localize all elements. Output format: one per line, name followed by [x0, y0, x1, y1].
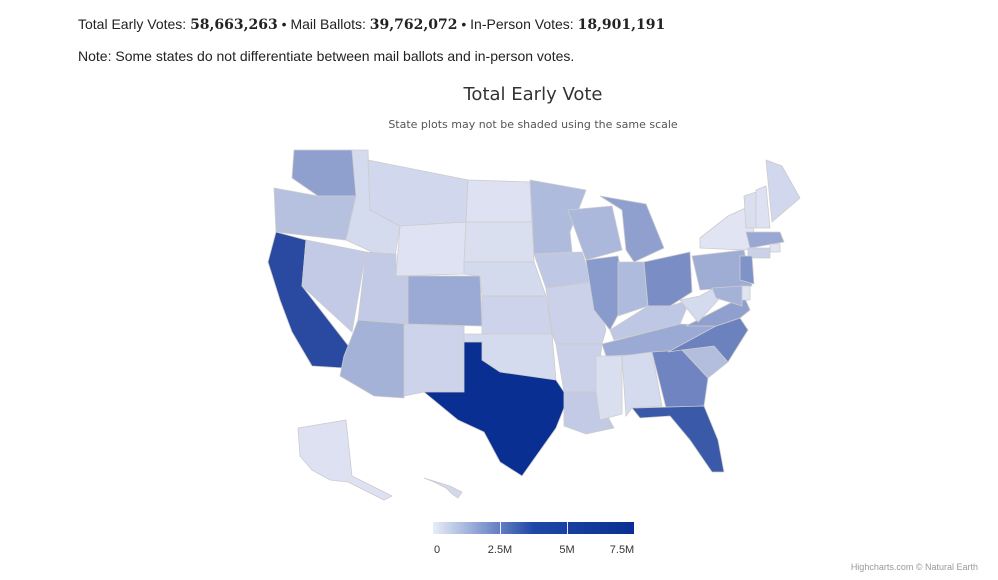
state-ma[interactable] — [745, 231, 785, 249]
legend-tick-label: 2.5M — [487, 544, 513, 556]
state-ks[interactable] — [481, 295, 553, 335]
state-tx[interactable] — [422, 341, 569, 477]
legend-tick-label: 7.5M — [609, 544, 635, 556]
legend-gradient-bar — [433, 522, 634, 534]
chart-subtitle: State plots may not be shaded using the … — [388, 118, 678, 131]
legend-tick — [567, 522, 568, 534]
vote-totals-line: Total Early Votes: 58,663,263 • Mail Bal… — [78, 16, 665, 33]
state-in[interactable] — [617, 261, 649, 317]
state-sd[interactable] — [463, 221, 535, 263]
early-votes-label: Total Early Votes: — [78, 16, 187, 32]
state-wy[interactable] — [395, 221, 467, 277]
state-al[interactable] — [621, 351, 663, 418]
legend-tick-label: 0 — [433, 544, 441, 556]
state-mt[interactable] — [367, 159, 469, 227]
mail-ballots-value: 39,762,072 — [369, 17, 458, 33]
state-fl[interactable] — [631, 405, 725, 473]
state-ri[interactable] — [769, 243, 781, 253]
early-votes-value: 58,663,263 — [190, 17, 278, 33]
separator: • — [281, 16, 287, 32]
state-nd[interactable] — [465, 179, 533, 223]
state-mn[interactable] — [529, 179, 587, 255]
state-nm[interactable] — [403, 323, 465, 397]
state-hi[interactable] — [423, 477, 463, 499]
state-me[interactable] — [765, 159, 801, 223]
state-ms[interactable] — [595, 355, 623, 421]
state-ct[interactable] — [747, 247, 771, 259]
legend-tick-labels: 0 2.5M 5M 7.5M — [433, 544, 634, 558]
state-co[interactable] — [407, 275, 483, 327]
in-person-votes-value: 18,901,191 — [577, 17, 666, 33]
state-ia[interactable] — [533, 251, 593, 289]
state-wi[interactable] — [567, 205, 623, 261]
state-nj[interactable] — [739, 255, 755, 285]
note-text: Note: Some states do not differentiate b… — [78, 48, 575, 64]
legend-tick — [500, 522, 501, 534]
in-person-votes-label: In-Person Votes: — [470, 16, 574, 32]
chart-title: Total Early Vote — [463, 84, 603, 105]
state-de[interactable] — [741, 285, 751, 301]
state-pa[interactable] — [691, 249, 753, 291]
state-oh[interactable] — [643, 251, 693, 307]
state-md[interactable] — [711, 285, 743, 307]
state-nh[interactable] — [755, 185, 771, 229]
separator: • — [461, 16, 467, 32]
state-vt[interactable] — [743, 191, 757, 229]
credits-link[interactable]: Highcharts.com © Natural Earth — [850, 562, 978, 572]
state-wa[interactable] — [291, 149, 357, 197]
color-legend: 0 2.5M 5M 7.5M — [433, 522, 634, 558]
state-az[interactable] — [339, 319, 409, 399]
state-nv[interactable] — [301, 239, 367, 333]
state-ak[interactable] — [297, 419, 393, 501]
state-or[interactable] — [273, 187, 357, 241]
mail-ballots-label: Mail Ballots: — [290, 16, 366, 32]
legend-tick-label: 5M — [559, 544, 575, 556]
state-ar[interactable] — [555, 343, 603, 393]
